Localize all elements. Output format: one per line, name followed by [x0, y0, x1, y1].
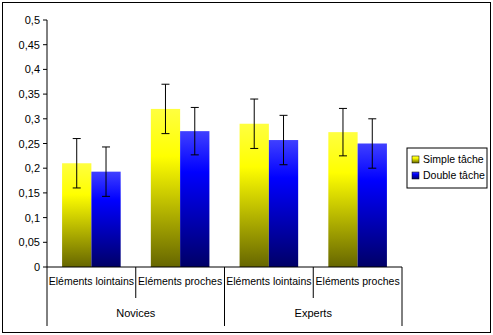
y-tick-label: 0,05 [19, 236, 40, 248]
y-tick-label: 0,1 [25, 212, 40, 224]
x-tick-label: Eléments proches [138, 275, 222, 287]
category-divider [135, 267, 136, 298]
group-label: Experts [295, 307, 333, 319]
x-tick-label: Eléments lointains [226, 275, 311, 287]
y-tick-label: 0,3 [25, 113, 40, 125]
error-bars [73, 84, 377, 196]
y-tick [43, 168, 47, 169]
y-tick [43, 94, 47, 95]
error-bar [368, 119, 376, 168]
y-tick-label: 0,15 [19, 187, 40, 199]
error-bar [161, 84, 169, 133]
category-divider [47, 267, 48, 326]
y-tick-label: 0 [34, 261, 40, 273]
y-tick [43, 20, 47, 21]
y-tick-label: 0,5 [25, 14, 40, 26]
x-tick-label: Eléments lointains [49, 275, 134, 287]
y-tick-label: 0,2 [25, 162, 40, 174]
y-tick [43, 192, 47, 193]
chart: 0 0,05 0,1 0,15 0,2 0,25 0,3 0,35 0,4 0,45 0,5 Elém… [0, 0, 493, 335]
category-divider [313, 267, 314, 298]
legend-swatch [412, 156, 419, 163]
category-divider [224, 267, 225, 326]
y-tick [43, 267, 47, 268]
error-bar [280, 115, 288, 164]
y-tick-label: 0,4 [25, 63, 40, 75]
error-bar [250, 99, 258, 148]
error-bar [191, 107, 199, 154]
legend-label: Simple tâche [423, 153, 484, 165]
category-divider [402, 267, 403, 326]
y-tick [43, 69, 47, 70]
y-tick-label: 0,35 [19, 88, 40, 100]
x-tick-label: Eléments proches [316, 275, 400, 287]
bars [62, 109, 387, 267]
y-tick [43, 242, 47, 243]
frame [3, 3, 491, 333]
error-bar [339, 108, 347, 155]
y-tick [43, 217, 47, 218]
y-tick-label: 0,45 [19, 39, 40, 51]
error-bar [73, 139, 81, 188]
legend: Simple tâche Double tâche [407, 148, 487, 188]
legend-label: Double tâche [423, 169, 485, 181]
y-tick [43, 44, 47, 45]
y-tick-label: 0,25 [19, 138, 40, 150]
group-label: Novices [116, 307, 156, 319]
legend-swatch [412, 172, 419, 179]
y-tick [43, 118, 47, 119]
error-bar [102, 147, 110, 196]
y-tick [43, 143, 47, 144]
legend-box [407, 148, 487, 188]
